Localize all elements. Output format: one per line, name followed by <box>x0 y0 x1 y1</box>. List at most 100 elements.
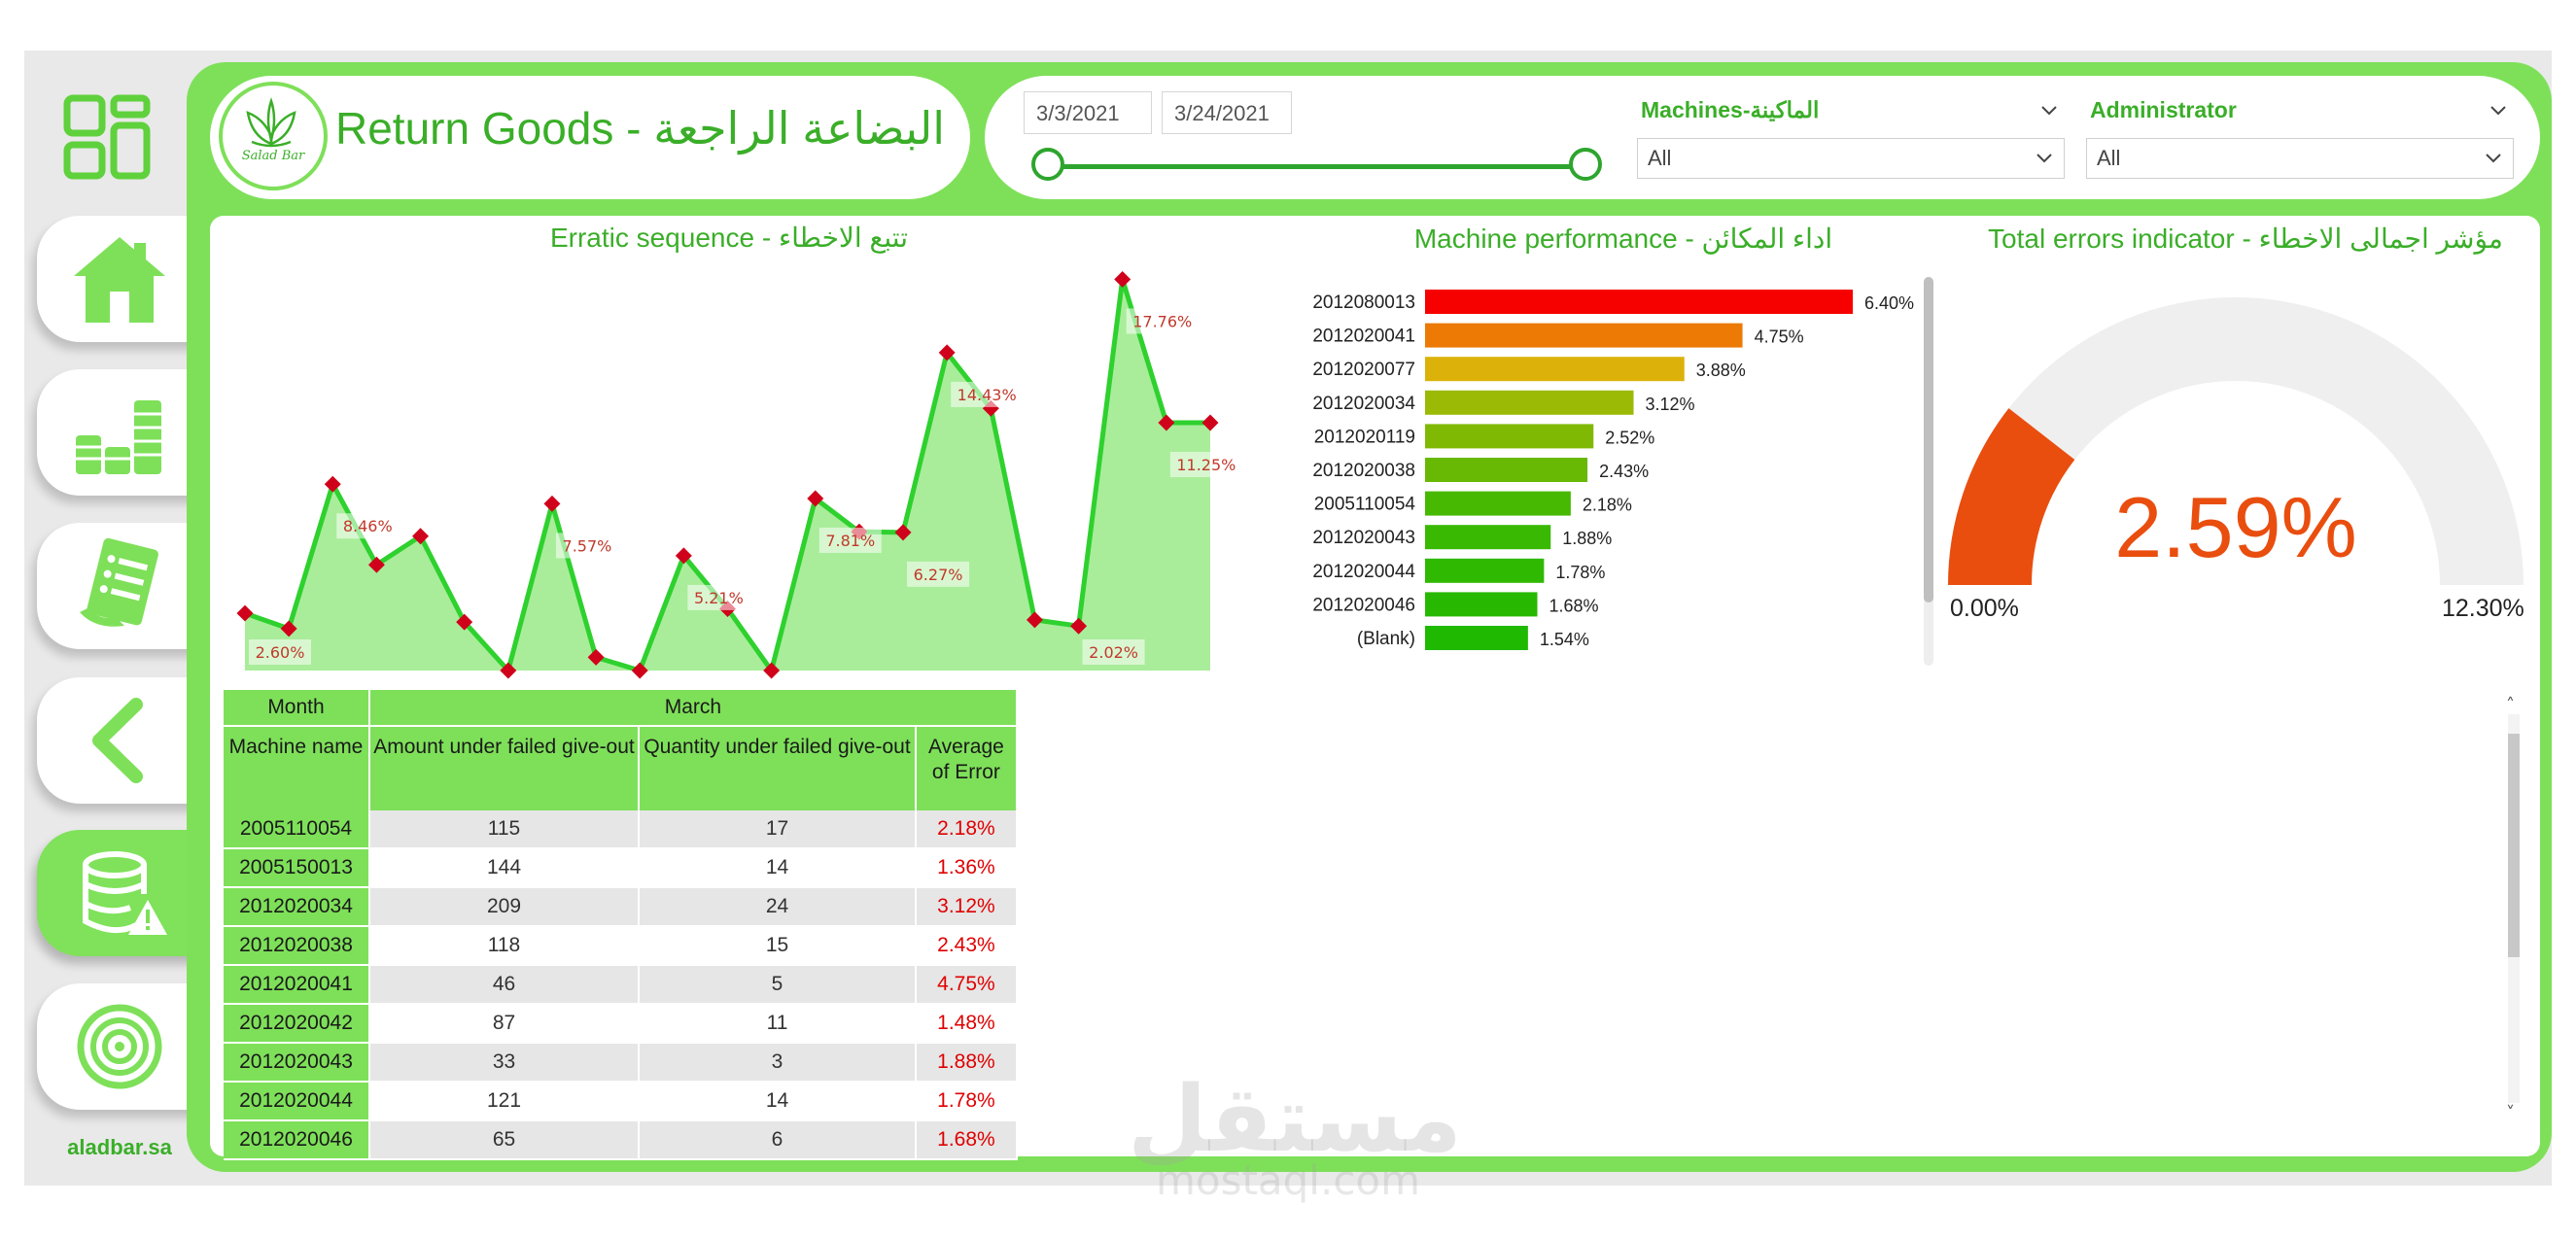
data-point[interactable] <box>807 490 824 507</box>
data-label: 17.76% <box>1126 308 1199 334</box>
sidebar-item-back[interactable] <box>37 677 202 804</box>
chevron-down-icon[interactable] <box>2484 149 2503 168</box>
gauge-fill[interactable] <box>1948 408 2075 585</box>
data-label: 5.21% <box>687 584 750 610</box>
gauge-max-label: 12.30% <box>2442 595 2524 622</box>
scroll-up-icon[interactable]: ˄ <box>2506 695 2515 715</box>
data-label-text: 17.76% <box>1132 312 1192 330</box>
data-point[interactable] <box>763 662 781 679</box>
table-col-machine-name[interactable]: Machine name <box>224 726 370 810</box>
table-row[interactable]: 2012020034 209 24 3.12% <box>224 887 1018 927</box>
date-start-input[interactable]: 3/3/2021 <box>1024 91 1152 134</box>
table-row[interactable]: 2012020038 118 15 2.43% <box>224 926 1018 966</box>
table-row[interactable]: 2005110054 115 17 2.18% <box>224 810 1018 849</box>
data-label-text: 6.27% <box>914 566 963 584</box>
data-point[interactable] <box>587 648 605 666</box>
table-row[interactable]: 2012020042 87 11 1.48% <box>224 1004 1018 1044</box>
machine-performance-bar-chart: 2012080013 6.40% 2012020041 4.75% 2012020077… <box>1312 290 1914 650</box>
data-label-text: 14.43% <box>957 386 1017 404</box>
bar[interactable] <box>1425 424 1594 449</box>
sidebar-item-finance[interactable] <box>37 369 202 496</box>
data-label-text: 5.21% <box>694 589 744 607</box>
bar[interactable] <box>1425 592 1538 617</box>
bar[interactable] <box>1425 458 1588 482</box>
table-cell-amount: 118 <box>369 926 640 966</box>
date-range-slider-track[interactable] <box>1048 164 1584 169</box>
chevron-down-icon[interactable] <box>2039 101 2059 120</box>
table-cell-amount: 87 <box>369 1004 640 1044</box>
bar-chart-scrollbar-thumb[interactable] <box>1924 277 1933 602</box>
bar[interactable] <box>1425 491 1571 516</box>
table-row[interactable]: 2012020043 33 3 1.88% <box>224 1043 1018 1083</box>
data-point[interactable] <box>280 620 297 637</box>
total-errors-gauge <box>1948 297 2524 585</box>
data-label-background <box>818 527 882 553</box>
date-slider-end-handle[interactable] <box>1569 148 1602 181</box>
bar-category-label: 2012080013 <box>1312 293 1415 313</box>
bar-value-label: 2.52% <box>1605 428 1654 447</box>
bar-value-label: 3.88% <box>1696 361 1746 380</box>
table-scrollbar-thumb[interactable] <box>2508 734 2520 957</box>
table-col-average-error[interactable]: Average of Error <box>916 726 1018 810</box>
data-label: 14.43% <box>951 381 1024 407</box>
bar[interactable] <box>1425 525 1551 550</box>
table-cell-amount: 144 <box>369 848 640 888</box>
machine-table: Month March Machine name Amount under fa… <box>224 690 1018 1160</box>
dashboard-grid-icon[interactable] <box>63 94 151 182</box>
data-point[interactable] <box>543 495 561 512</box>
scroll-down-icon[interactable]: ˅ <box>2506 1103 2515 1123</box>
table-cell-error: 1.48% <box>916 1004 1018 1044</box>
table-cell-quantity: 14 <box>639 1082 917 1121</box>
administrator-filter-label: Administrator <box>2090 97 2237 122</box>
data-point[interactable] <box>938 344 956 361</box>
data-label-text: 7.57% <box>563 536 612 555</box>
data-point[interactable] <box>1026 611 1043 629</box>
table-cell-amount: 46 <box>369 965 640 1005</box>
table-row[interactable]: 2012020046 65 6 1.68% <box>224 1120 1018 1160</box>
sidebar-item-target[interactable] <box>37 983 202 1110</box>
data-point[interactable] <box>324 475 341 493</box>
data-point[interactable] <box>894 524 912 541</box>
data-point[interactable] <box>500 662 517 679</box>
site-label[interactable]: aladbar.sa <box>67 1135 172 1159</box>
sidebar-item-home[interactable] <box>37 216 202 342</box>
table-col-quantity[interactable]: Quantity under failed give-out <box>639 726 917 810</box>
bar[interactable] <box>1425 323 1743 348</box>
data-point[interactable] <box>1070 617 1088 635</box>
table-col-amount[interactable]: Amount under failed give-out <box>369 726 640 810</box>
table-cell-amount: 33 <box>369 1043 640 1083</box>
bar[interactable] <box>1425 357 1685 382</box>
table-header-month[interactable]: Month <box>224 690 370 727</box>
chevron-down-icon[interactable] <box>2489 101 2508 120</box>
administrator-select[interactable]: All <box>2086 138 2514 179</box>
gauge-value: 2.59% <box>2114 479 2357 575</box>
bar[interactable] <box>1425 626 1528 650</box>
bar-category-label: 2012020044 <box>1312 562 1415 582</box>
salad-leaf-icon <box>246 97 296 148</box>
date-slider-start-handle[interactable] <box>1031 148 1064 181</box>
bar[interactable] <box>1425 558 1545 583</box>
table-row[interactable]: 2012020041 46 5 4.75% <box>224 965 1018 1005</box>
table-cell-error: 3.12% <box>916 887 1018 927</box>
data-point[interactable] <box>412 528 430 545</box>
data-label-background <box>336 513 400 539</box>
table-row[interactable]: 2005150013 144 14 1.36% <box>224 848 1018 888</box>
table-header-period[interactable]: March <box>369 690 1018 727</box>
sidebar-item-return-goods[interactable] <box>37 830 202 956</box>
bar[interactable] <box>1425 290 1853 314</box>
chevron-down-icon[interactable] <box>2035 149 2054 168</box>
machines-select[interactable]: All <box>1637 138 2065 179</box>
data-point[interactable] <box>631 662 648 679</box>
sidebar-item-reports[interactable] <box>37 523 202 649</box>
data-point[interactable] <box>1114 270 1131 288</box>
table-cell-quantity: 15 <box>639 926 917 966</box>
bar-category-label: 2012020034 <box>1312 394 1415 414</box>
data-point[interactable] <box>675 547 692 565</box>
data-point[interactable] <box>456 613 473 631</box>
data-label-text: 2.02% <box>1089 643 1138 662</box>
table-row[interactable]: 2012020044 121 14 1.78% <box>224 1082 1018 1121</box>
date-end-input[interactable]: 3/24/2021 <box>1162 91 1292 134</box>
erratic-area-chart: 2.60% 8.46% 7.57% 5.21% 7.81% 6.27% 14.43% 2.02… <box>236 270 1242 679</box>
data-point[interactable] <box>367 556 385 573</box>
bar[interactable] <box>1425 390 1634 415</box>
